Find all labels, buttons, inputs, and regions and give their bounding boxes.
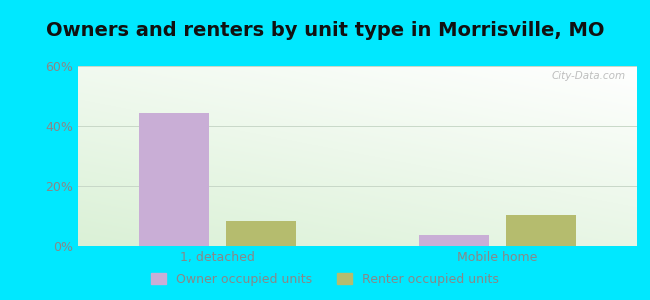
- Text: Owners and renters by unit type in Morrisville, MO: Owners and renters by unit type in Morri…: [46, 21, 605, 40]
- Bar: [419, 235, 489, 246]
- Bar: [226, 220, 296, 246]
- Legend: Owner occupied units, Renter occupied units: Owner occupied units, Renter occupied un…: [146, 268, 504, 291]
- Text: City-Data.com: City-Data.com: [552, 71, 626, 81]
- Bar: [506, 214, 575, 246]
- Bar: [140, 112, 209, 246]
